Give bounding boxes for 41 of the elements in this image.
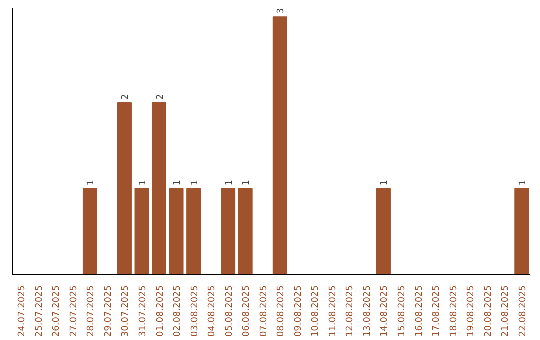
x-tick-label: 11.08.2025	[328, 286, 338, 338]
data-label: 2	[121, 94, 132, 100]
data-label: 1	[190, 180, 200, 186]
x-tick-label: 03.08.2025	[190, 286, 200, 338]
data-label: 1	[242, 180, 252, 186]
x-tick-label: 02.08.2025	[173, 286, 184, 338]
data-label: 2	[156, 94, 166, 100]
data-label: 1	[518, 180, 528, 186]
x-tick-label: 25.07.2025	[34, 286, 45, 338]
x-tick-label: 12.08.2025	[346, 286, 356, 338]
x-tick-label: 16.08.2025	[414, 286, 425, 338]
data-label: 1	[380, 180, 390, 186]
x-tick-label: 29.07.2025	[104, 286, 114, 338]
x-tick-label: 09.08.2025	[294, 286, 304, 338]
x-tick-label: 21.08.2025	[501, 286, 512, 338]
x-tick-label: 30.07.2025	[121, 286, 132, 338]
x-tick-label: 05.08.2025	[224, 286, 235, 338]
x-tick-label: 15.08.2025	[398, 286, 408, 338]
x-tick-label: 22.08.2025	[518, 286, 528, 338]
x-tick-label: 17.08.2025	[432, 286, 442, 338]
x-tick-label: 27.07.2025	[69, 286, 80, 338]
x-tick-label: 13.08.2025	[362, 286, 373, 338]
x-tick-label: 28.07.2025	[86, 286, 97, 338]
x-tick-label: 18.08.2025	[449, 286, 460, 338]
x-tick-label: 06.08.2025	[242, 286, 252, 338]
x-tick-label: 04.08.2025	[208, 286, 218, 338]
x-tick-label: 24.07.2025	[18, 286, 28, 338]
x-tick-label: 19.08.2025	[466, 286, 477, 338]
x-tick-label: 10.08.2025	[311, 286, 322, 338]
x-tick-label: 08.08.2025	[276, 286, 287, 338]
x-tick-label: 14.08.2025	[380, 286, 390, 338]
data-label: 1	[138, 180, 148, 186]
x-tick-label: 20.08.2025	[484, 286, 494, 338]
data-label: 1	[224, 180, 235, 186]
x-tick-label: 07.08.2025	[259, 286, 270, 338]
x-tick-label: 31.07.2025	[138, 286, 148, 338]
x-tick-label: 01.08.2025	[156, 286, 166, 338]
x-tick-label: 26.07.2025	[52, 286, 62, 338]
data-label: 3	[276, 8, 287, 14]
data-label: 1	[173, 180, 184, 186]
data-label: 1	[86, 180, 97, 186]
